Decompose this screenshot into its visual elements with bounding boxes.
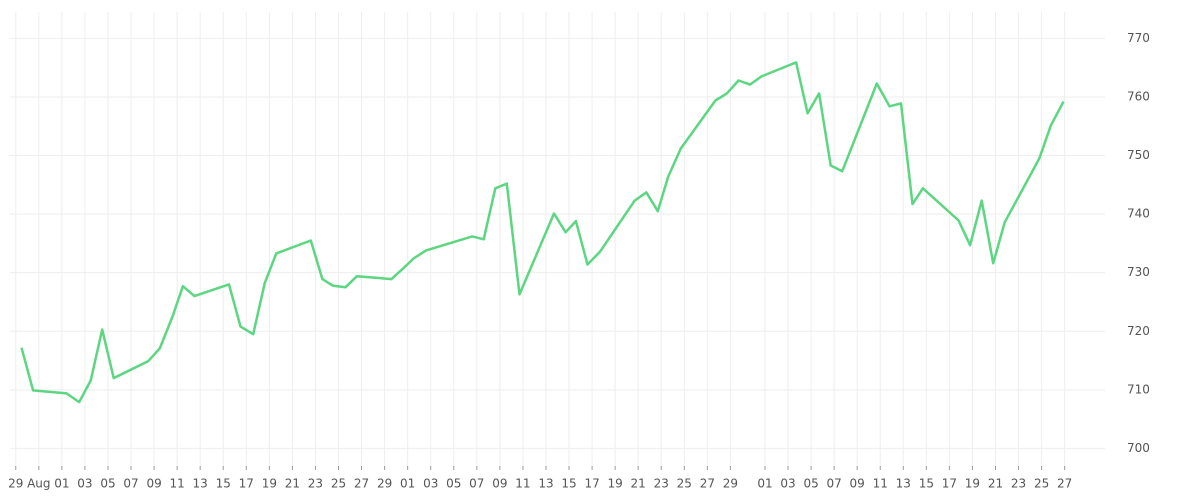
x-tick-label: 13 [538, 477, 553, 491]
x-tick-label: 25 [677, 477, 692, 491]
x-tick-label: 11 [169, 477, 184, 491]
x-tick-label: 07 [469, 477, 484, 491]
x-tick-label: 03 [780, 477, 795, 491]
y-tick-label: 760 [1127, 89, 1150, 103]
x-tick-label: 05 [100, 477, 115, 491]
x-tick-label: 01 [400, 477, 415, 491]
x-tick-label: 05 [803, 477, 818, 491]
x-tick-label: 27 [700, 477, 715, 491]
x-tick-label: 29 [723, 477, 738, 491]
x-tick-label: 17 [239, 477, 254, 491]
x-tick-label: 23 [654, 477, 669, 491]
x-tick-label: 03 [423, 477, 438, 491]
x-tick-label: 19 [965, 477, 980, 491]
x-tick-label: 15 [919, 477, 934, 491]
x-tick-label: 25 [331, 477, 346, 491]
price-line [20, 61, 1065, 404]
y-tick-label: 720 [1127, 324, 1150, 338]
x-tick-label: 07 [826, 477, 841, 491]
x-tick-label: 05 [446, 477, 461, 491]
x-tick-label: 11 [873, 477, 888, 491]
x-tick-label: 09 [146, 477, 161, 491]
y-tick-label: 770 [1127, 31, 1150, 45]
x-tick-label: 09 [850, 477, 865, 491]
x-tick-label: 19 [262, 477, 277, 491]
x-tick-label: 29 [8, 477, 23, 491]
y-tick-label: 730 [1127, 265, 1150, 279]
y-tick-label: 700 [1127, 441, 1150, 455]
x-tick-label: 29 [377, 477, 392, 491]
x-tick-label: 23 [1011, 477, 1026, 491]
x-tick-label: 09 [492, 477, 507, 491]
x-tick-label: 27 [1057, 477, 1072, 491]
x-tick-label: 21 [988, 477, 1003, 491]
x-tick-label: 01 [757, 477, 772, 491]
x-tick-label: 23 [308, 477, 323, 491]
x-tick-label: 25 [1034, 477, 1049, 491]
x-tick-label: 21 [285, 477, 300, 491]
x-tick-label: 17 [942, 477, 957, 491]
y-tick-label: 740 [1127, 207, 1150, 221]
x-tick-label: 03 [77, 477, 92, 491]
x-tick-label: 01 [54, 477, 69, 491]
x-tick-label: 15 [216, 477, 231, 491]
x-tick-label: Aug [27, 477, 50, 491]
x-tick-label: 21 [631, 477, 646, 491]
x-tick-label: 11 [515, 477, 530, 491]
y-tick-label: 710 [1127, 382, 1150, 396]
x-tick-label: 13 [193, 477, 208, 491]
x-tick-label: 15 [561, 477, 576, 491]
y-tick-label: 750 [1127, 148, 1150, 162]
x-tick-label: 07 [123, 477, 138, 491]
x-tick-label: 27 [354, 477, 369, 491]
x-tick-label: 17 [584, 477, 599, 491]
x-tick-label: 19 [607, 477, 622, 491]
x-tick-label: 13 [896, 477, 911, 491]
